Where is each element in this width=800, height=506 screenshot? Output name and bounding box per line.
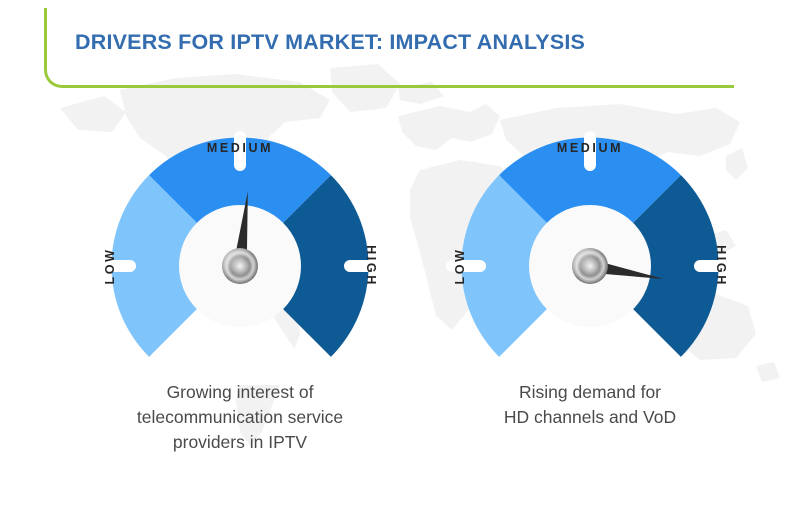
gauge-segment-low: [111, 175, 240, 357]
page-title: DRIVERS FOR IPTV MARKET: IMPACT ANALYSIS: [75, 30, 586, 54]
gauge-tick-medium: [234, 131, 246, 171]
gauge-label-high: HIGH: [714, 245, 728, 287]
gauge-tick-low: [446, 260, 486, 272]
caption-line: providers in IPTV: [172, 432, 308, 452]
gauge-caption-1: Rising demand for HD channels and VoD: [420, 380, 760, 430]
gauge-dial-0: [96, 131, 384, 385]
gauge-tick-medium: [584, 131, 596, 171]
gauge-label-low: LOW: [103, 247, 117, 285]
gauge-needle: [233, 191, 248, 264]
gauge-needle: [591, 260, 664, 280]
gauge-card-0: MEDIUM LOW HIGH Growing interest of tele…: [70, 125, 410, 485]
gauge-0: MEDIUM LOW HIGH: [96, 131, 384, 385]
caption-line: telecommunication service: [136, 407, 344, 427]
gauge-tick-low: [96, 260, 136, 272]
gauge-tick-high: [694, 260, 734, 272]
gauge-card-1: MEDIUM LOW HIGH Rising demand for HD cha…: [420, 125, 760, 485]
gauge-label-medium: MEDIUM: [556, 141, 624, 155]
caption-line: Growing interest of: [166, 382, 314, 402]
gauge-segment-high: [240, 175, 369, 357]
caption-line: Rising demand for: [518, 382, 662, 402]
gauge-segment-high: [590, 175, 719, 357]
gauge-label-medium: MEDIUM: [206, 141, 274, 155]
caption-line: HD channels and VoD: [503, 407, 677, 427]
gauge-hub-sheen: [572, 248, 608, 284]
gauge-caption-0: Growing interest of telecommunication se…: [70, 380, 410, 455]
gauge-1: MEDIUM LOW HIGH: [446, 131, 734, 385]
title-accent-border: DRIVERS FOR IPTV MARKET: IMPACT ANALYSIS: [44, 8, 734, 88]
gauge-tick-high: [344, 260, 384, 272]
gauge-label-high: HIGH: [364, 245, 378, 287]
gauge-segment-medium: [149, 137, 331, 266]
gauge-segment-low: [461, 175, 590, 357]
gauge-hub-sheen: [222, 248, 258, 284]
gauge-label-low: LOW: [453, 247, 467, 285]
gauge-dial-1: [446, 131, 734, 385]
gauge-segment-medium: [499, 137, 681, 266]
